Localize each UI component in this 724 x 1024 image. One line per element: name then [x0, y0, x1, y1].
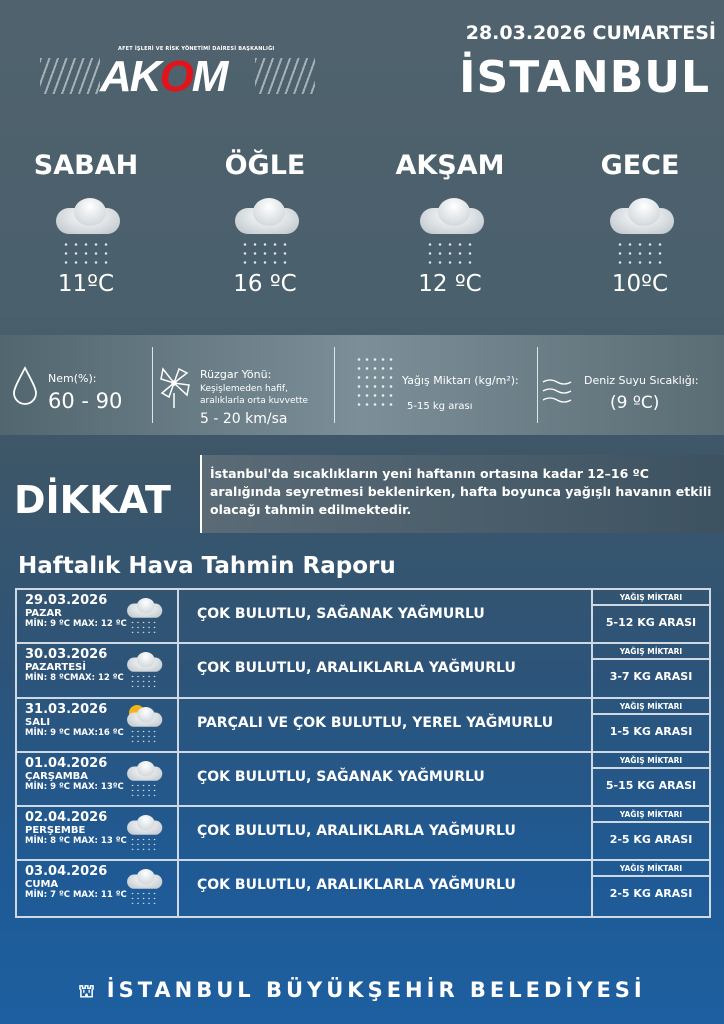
row-minmax: MİN: 8 ºC MAX: 13 ºC	[25, 836, 127, 847]
row-day: SALI	[25, 716, 51, 728]
table-row: 02.04.2026 PERŞEMBE MİN: 8 ºC MAX: 13 ºC ÇO…	[17, 807, 709, 862]
logo-subtitle: AFET İŞLERİ VE RİSK YÖNETİMİ DAİRESİ BAŞ…	[118, 46, 275, 52]
sea-value: (9 ºC)	[610, 393, 660, 413]
ibb-logo-icon: ⛫	[78, 981, 95, 1002]
table-row: 03.04.2026 CUMA MİN: 7 ºC MAX: 11 ºC ÇOK BU…	[17, 861, 709, 916]
table-row: 31.03.2026 SALI MİN: 9 ºC MAX:16 ºC PARÇALI…	[17, 698, 709, 753]
rain-header: YAĞIŞ MİKTARI	[593, 861, 709, 878]
period-3: GECE 10ºC	[560, 150, 720, 297]
period-2: AKŞAM 12 ºC	[370, 150, 530, 297]
info-strip: Nem(%): 60 - 90 Rüzgar Yönü: Keşişlemede…	[0, 335, 724, 435]
weekly-title: Haftalık Hava Tahmin Raporu	[18, 553, 396, 579]
row-date: 29.03.2026	[25, 593, 108, 608]
row-rain: 3-7 KG ARASI	[609, 670, 693, 684]
row-day: ÇARŞAMBA	[25, 770, 89, 782]
humidity-label: Nem(%):	[48, 372, 97, 385]
rain-drops-icon	[425, 240, 475, 268]
rain-drops-icon	[61, 240, 111, 268]
row-rain: 5-12 KG ARASI	[605, 616, 697, 629]
rain-value: 5-15 kg arası	[407, 401, 473, 412]
row-desc: ÇOK BULUTLU, SAĞANAK YAĞMURLU	[179, 752, 593, 806]
row-rain: 2-5 KG ARASI	[609, 833, 693, 847]
row-day: PAZAR	[25, 608, 62, 619]
row-date: 01.04.2026	[25, 755, 108, 771]
logo-stripes	[255, 58, 315, 94]
logo-stripes	[40, 58, 100, 94]
row-desc: ÇOK BULUTLU, SAĞANAK YAĞMURLU	[179, 590, 593, 643]
sea-label: Deniz Suyu Sıcaklığı:	[584, 374, 699, 387]
rain-header: YAĞIŞ MİKTARI	[593, 699, 709, 715]
rain-cloud-icon	[127, 869, 163, 907]
rain-header: YAĞIŞ MİKTARI	[593, 753, 709, 769]
period-temp: 11ºC	[57, 271, 115, 297]
period-temp: 12 ºC	[418, 271, 482, 297]
waves-icon	[542, 379, 572, 403]
rain-header: YAĞIŞ MİKTARI	[593, 807, 709, 824]
period-name: AKŞAM	[395, 150, 505, 181]
period-temp: 10ºC	[611, 271, 669, 297]
wind-desc-2: aralıklarla orta kuvvette	[200, 396, 309, 406]
period-name: ÖĞLE	[224, 150, 306, 181]
alert-text: İstanbul'da sıcaklıkların yeni haftanın …	[200, 455, 724, 533]
footer-text: İSTANBUL BÜYÜKŞEHİR BELEDİYESİ	[106, 978, 646, 1002]
row-rain: 5-15 KG ARASI	[605, 778, 697, 792]
akom-logo: AKOM	[100, 52, 228, 101]
rain-cloud-icon	[127, 652, 163, 690]
table-row: 01.04.2026 ÇARŞAMBA MİN: 9 ºC MAX: 13ºC ÇOK…	[17, 752, 709, 808]
row-day: CUMA	[25, 879, 59, 891]
rain-icon	[355, 355, 395, 410]
row-minmax: MİN: 9 ºC MAX: 13ºC	[25, 781, 124, 792]
row-rain: 1-5 KG ARASI	[609, 724, 693, 738]
table-row: 29.03.2026 PAZAR MİN: 9 ºC MAX: 12 ºC ÇOK B…	[17, 590, 709, 645]
period-name: GECE	[600, 150, 680, 181]
row-desc: ÇOK BULUTLU, ARALIKLARLA YAĞMURLU	[179, 807, 593, 860]
row-day: PERŞEMBE	[25, 825, 86, 837]
rain-drops-icon	[615, 240, 665, 268]
period-0: SABAH 11ºC	[6, 150, 166, 297]
row-desc: ÇOK BULUTLU, ARALIKLARLA YAĞMURLU	[179, 861, 593, 916]
date: 28.03.2026 CUMARTESİ	[465, 22, 716, 44]
row-rain: 2-5 KG ARASI	[609, 887, 693, 901]
alert-title: DİKKAT	[14, 478, 171, 522]
city: İSTANBUL	[459, 52, 710, 103]
row-minmax: MİN: 8 ºCMAX: 12 ºC	[25, 673, 124, 684]
rain-header: YAĞIŞ MİKTARI	[593, 590, 709, 606]
table-row: 30.03.2026 PAZARTESİ MİN: 8 ºCMAX: 12 ºC ÇO…	[17, 644, 709, 699]
row-date: 30.03.2026	[25, 647, 108, 663]
humidity-value: 60 - 90	[48, 389, 123, 413]
row-date: 03.04.2026	[25, 864, 108, 880]
drop-icon	[13, 366, 37, 405]
row-minmax: MİN: 9 ºC MAX: 12 ºC	[25, 619, 127, 629]
rain-cloud-icon	[127, 598, 163, 636]
rain-cloud-icon	[127, 760, 163, 799]
pinwheel-icon	[160, 367, 190, 408]
wind-value: 5 - 20 km/sa	[200, 411, 288, 427]
sun-rain-cloud-icon	[127, 706, 163, 744]
row-desc: PARÇALI VE ÇOK BULUTLU, YEREL YAĞMURLU	[179, 698, 593, 751]
wind-label: Rüzgar Yönü:	[200, 368, 272, 381]
rain-cloud-icon	[600, 198, 680, 238]
row-minmax: MİN: 9 ºC MAX:16 ºC	[25, 727, 124, 738]
row-date: 02.04.2026	[25, 810, 108, 826]
rain-label: Yağış Miktarı (kg/m²):	[402, 374, 519, 387]
wind-desc-1: Keşişlemeden hafif,	[200, 384, 288, 394]
rain-cloud-icon	[410, 198, 490, 238]
rain-drops-icon	[240, 240, 290, 268]
period-1: ÖĞLE 16 ºC	[185, 150, 345, 297]
rain-cloud-icon	[127, 815, 163, 853]
row-minmax: MİN: 7 ºC MAX: 11 ºC	[25, 890, 127, 901]
row-day: PAZARTESİ	[25, 662, 86, 674]
footer-ibb: ⛫ İSTANBUL BÜYÜKŞEHİR BELEDİYESİ	[0, 978, 724, 1005]
weekly-forecast-table: 29.03.2026 PAZAR MİN: 9 ºC MAX: 12 ºC ÇOK B…	[15, 588, 711, 918]
rain-cloud-icon	[225, 198, 305, 238]
period-temp: 16 ºC	[233, 271, 297, 297]
row-date: 31.03.2026	[25, 701, 108, 717]
rain-cloud-icon	[46, 198, 126, 238]
row-desc: ÇOK BULUTLU, ARALIKLARLA YAĞMURLU	[179, 644, 593, 697]
rain-header: YAĞIŞ MİKTARI	[593, 644, 709, 661]
period-name: SABAH	[33, 150, 139, 181]
